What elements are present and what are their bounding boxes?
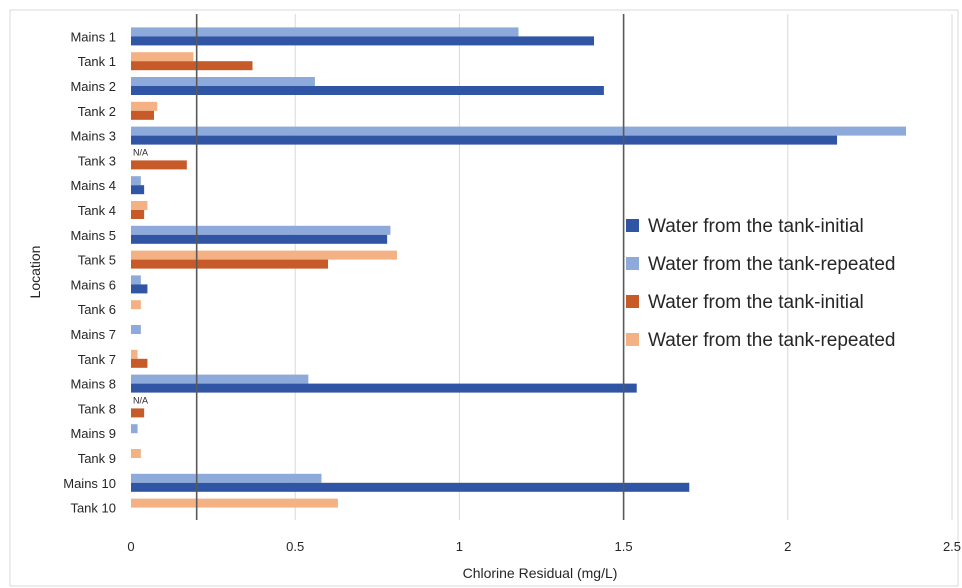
bar-mains-4-repeated: [131, 176, 141, 186]
bar-tank-5-repeated: [131, 250, 398, 260]
category-label: Mains 1: [70, 29, 116, 44]
legend-swatch: [626, 295, 639, 308]
bar-tank-4-initial: [131, 210, 145, 219]
bar-tank-7-repeated: [131, 349, 138, 359]
bar-mains-3-repeated: [131, 126, 907, 136]
bar-mains-10-initial: [131, 482, 690, 492]
category-label: Tank 3: [78, 153, 116, 168]
category-label: Mains 7: [70, 327, 116, 342]
bar-mains-6-initial: [131, 284, 148, 294]
x-tick-label: 2.5: [943, 539, 961, 554]
x-tick-label: 1: [456, 539, 463, 554]
category-label: Tank 6: [78, 302, 116, 317]
bar-mains-5-initial: [131, 234, 388, 244]
bar-tank-3-initial: [131, 160, 187, 170]
x-tick-label: 2: [784, 539, 791, 554]
legend-label: Water from the tank-repeated: [648, 330, 895, 351]
category-label: Mains 3: [70, 129, 116, 144]
legend-label: Water from the tank-repeated: [648, 254, 895, 275]
legend-swatch: [626, 333, 639, 346]
bar-tank-1-initial: [131, 61, 253, 71]
category-label: Tank 9: [78, 451, 116, 466]
bar-tank-8-initial: [131, 408, 145, 418]
bar-tank-10-repeated: [131, 498, 338, 508]
category-label: Mains 9: [70, 426, 116, 441]
bar-mains-2-initial: [131, 86, 604, 95]
x-tick-label: 0.5: [286, 539, 304, 554]
bar-mains-5-repeated: [131, 225, 391, 235]
bar-tank-2-repeated: [131, 101, 158, 111]
na-annotation: N/A: [133, 147, 148, 157]
category-label: Tank 10: [70, 501, 116, 516]
x-tick-label: 1.5: [615, 539, 633, 554]
bar-mains-7-repeated: [131, 325, 141, 334]
category-label: Tank 8: [78, 401, 116, 416]
y-axis-title: Location: [27, 246, 43, 299]
bar-tank-9-repeated: [131, 449, 141, 458]
category-label: Mains 10: [63, 476, 116, 491]
category-label: Tank 2: [78, 104, 116, 119]
bar-mains-3-initial: [131, 135, 838, 145]
bar-mains-1-initial: [131, 36, 595, 46]
category-label: Tank 7: [78, 352, 116, 367]
category-label: Mains 8: [70, 377, 116, 392]
bar-tank-7-initial: [131, 358, 148, 368]
legend-label: Water from the tank-initial: [648, 216, 864, 237]
bar-tank-1-repeated: [131, 52, 194, 62]
bar-tank-6-repeated: [131, 300, 141, 310]
bar-mains-4-initial: [131, 185, 145, 195]
bar-mains-8-initial: [131, 383, 637, 393]
category-label: Mains 5: [70, 228, 116, 243]
category-label: Mains 4: [70, 178, 116, 193]
legend-swatch: [626, 257, 639, 270]
bar-mains-2-repeated: [131, 77, 315, 86]
bar-tank-5-initial: [131, 259, 329, 269]
x-tick-label: 0: [127, 539, 134, 554]
category-label: Tank 1: [78, 54, 116, 69]
bar-mains-1-repeated: [131, 27, 519, 37]
legend: Water from the tank-initial Water from th…: [626, 216, 895, 351]
category-labels: Mains 1 Tank 1 Mains 2 Tank 2 Mains 3 Tank 3 M…: [63, 29, 116, 515]
bar-tank-4-repeated: [131, 201, 148, 210]
na-annotation: N/A: [133, 395, 148, 405]
bar-mains-8-repeated: [131, 374, 309, 384]
x-axis-title: Chlorine Residual (mg/L): [463, 565, 618, 581]
legend-label: Water from the tank-initial: [648, 292, 864, 313]
reference-lines: [195, 14, 625, 520]
bars: [131, 27, 907, 508]
category-label: Mains 2: [70, 79, 116, 94]
category-label: Tank 4: [78, 203, 116, 218]
bar-tank-2-initial: [131, 110, 154, 120]
tick-labels: 0 0.5 1 1.5 2 2.5: [127, 539, 961, 554]
bar-mains-9-repeated: [131, 424, 138, 434]
bar-mains-10-repeated: [131, 473, 322, 483]
annotations: N/A N/A: [133, 147, 148, 405]
category-label: Tank 5: [78, 253, 116, 268]
legend-swatch: [626, 219, 639, 232]
bar-mains-6-repeated: [131, 275, 141, 285]
category-label: Mains 6: [70, 277, 116, 292]
